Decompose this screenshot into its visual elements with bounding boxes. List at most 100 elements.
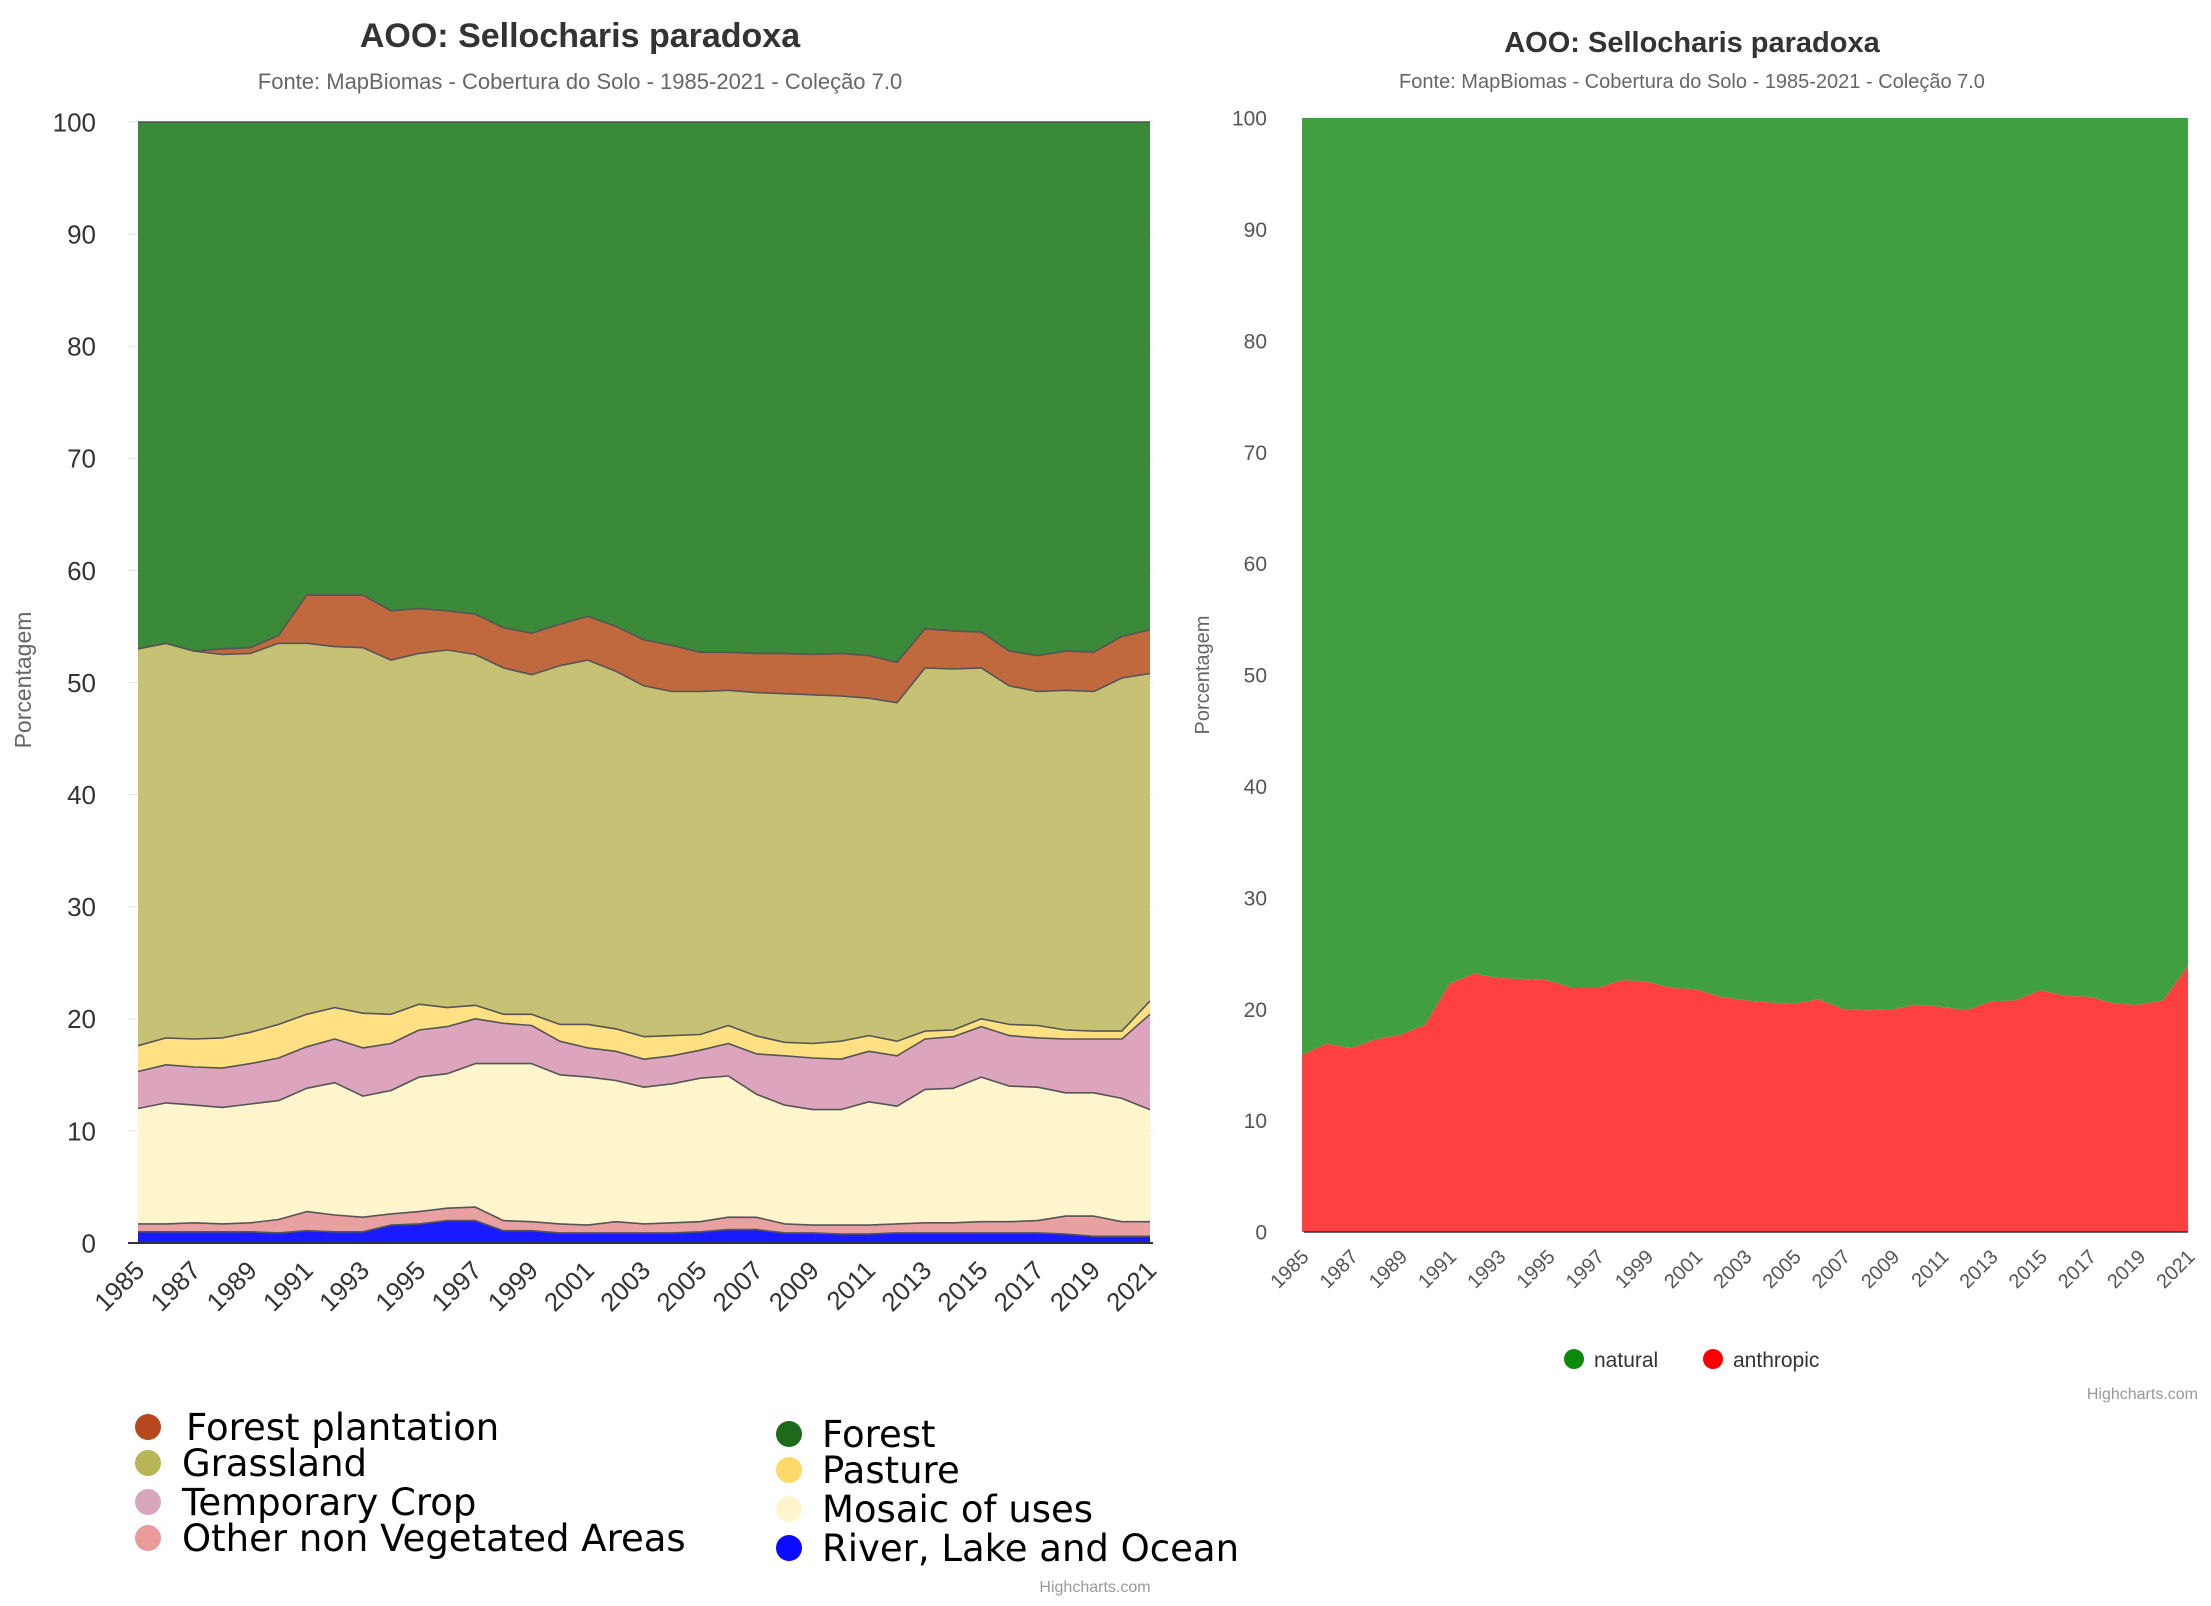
x-tick-label: 2015 bbox=[2005, 1246, 2052, 1293]
x-tick-label: 1999 bbox=[482, 1255, 544, 1317]
legend-marker bbox=[776, 1496, 802, 1522]
area-pasture[interactable] bbox=[138, 1000, 1150, 1072]
x-tick-label: 2015 bbox=[931, 1255, 993, 1317]
x-tick-label: 2019 bbox=[2103, 1246, 2150, 1293]
area-forest[interactable] bbox=[138, 122, 1150, 663]
line-forest-plantation bbox=[137, 594, 1151, 664]
chart-subtitle: Fonte: MapBiomas - Cobertura do Solo - 1… bbox=[1399, 71, 1985, 93]
line-temporary-crop bbox=[137, 1013, 1151, 1073]
y-tick-label: 10 bbox=[67, 1116, 96, 1146]
area-anthropic[interactable] bbox=[1302, 965, 2188, 1232]
legend-item-pasture[interactable]: Pasture bbox=[776, 1449, 960, 1492]
y-tick-label: 40 bbox=[1244, 776, 1267, 799]
x-tick-label: 1999 bbox=[1611, 1246, 1658, 1293]
y-tick-label: 60 bbox=[1244, 553, 1267, 576]
legend-label: anthropic bbox=[1733, 1349, 1819, 1372]
y-tick-label: 50 bbox=[1244, 665, 1267, 688]
x-tick-label: 1991 bbox=[257, 1255, 319, 1317]
y-tick-label: 80 bbox=[1244, 330, 1267, 353]
area-temporary-crop[interactable] bbox=[138, 1014, 1150, 1110]
legend-label: River, Lake and Ocean bbox=[822, 1527, 1239, 1570]
legend-marker bbox=[135, 1414, 161, 1440]
legend-item-anthropic[interactable]: anthropic bbox=[1703, 1349, 1819, 1372]
x-tick-label: 1997 bbox=[425, 1255, 487, 1317]
legend-marker bbox=[776, 1535, 802, 1561]
y-axis-label: Porcentagem bbox=[1192, 616, 1214, 735]
legend-marker bbox=[776, 1421, 802, 1447]
line-grassland bbox=[137, 642, 1151, 704]
legend-item-temporary-crop[interactable]: Temporary Crop bbox=[135, 1481, 476, 1524]
plot-area bbox=[138, 122, 1150, 1243]
y-tick-label: 50 bbox=[67, 668, 96, 698]
x-tick-label: 1985 bbox=[88, 1255, 150, 1317]
y-axis-ticks: 0 10 20 30 40 50 60 70 80 90 100 bbox=[53, 107, 96, 1258]
x-tick-label: 2007 bbox=[1808, 1246, 1855, 1293]
legend-item-other-non-vegetated[interactable]: Other non Vegetated Areas bbox=[135, 1517, 686, 1560]
area-grassland[interactable] bbox=[138, 643, 1150, 1046]
natural-anthropic-chart: AOO: Sellocharis paradoxa Fonte: MapBiom… bbox=[1192, 27, 2200, 1403]
legend-label: Pasture bbox=[822, 1449, 960, 1492]
y-tick-label: 70 bbox=[67, 444, 96, 474]
x-tick-label: 2017 bbox=[988, 1255, 1050, 1317]
x-tick-label: 2009 bbox=[1857, 1246, 1904, 1293]
legend-marker bbox=[1703, 1349, 1723, 1369]
x-tick-label: 2007 bbox=[707, 1255, 769, 1317]
x-tick-label: 1987 bbox=[144, 1255, 206, 1317]
x-tick-label: 2001 bbox=[538, 1255, 600, 1317]
y-tick-label: 20 bbox=[67, 1004, 96, 1034]
y-tick-label: 40 bbox=[67, 780, 96, 810]
legend: natural anthropic bbox=[1564, 1349, 1819, 1372]
legend-marker bbox=[135, 1450, 161, 1476]
x-tick-label: 2017 bbox=[2054, 1246, 2101, 1293]
legend-marker bbox=[1564, 1349, 1584, 1369]
x-tick-label: 2011 bbox=[1907, 1246, 1953, 1292]
x-tick-label: 1985 bbox=[1267, 1246, 1314, 1293]
legend-item-forest[interactable]: Forest bbox=[776, 1413, 936, 1456]
y-tick-label: 30 bbox=[1244, 887, 1267, 910]
x-tick-label: 1993 bbox=[313, 1255, 375, 1317]
plot-area bbox=[1302, 118, 2188, 1232]
legend-label: Grassland bbox=[182, 1442, 367, 1485]
credits-link[interactable]: Highcharts.com bbox=[1039, 1579, 1150, 1596]
x-tick-label: 2013 bbox=[875, 1255, 937, 1317]
y-axis-label: Porcentagem bbox=[10, 612, 36, 749]
legend-marker bbox=[776, 1457, 802, 1483]
legend-item-mosaic-of-uses[interactable]: Mosaic of uses bbox=[776, 1488, 1093, 1531]
area-river-lake-and-ocean[interactable] bbox=[138, 1220, 1150, 1243]
line-other-non-vegetated-areas bbox=[138, 1206, 1150, 1226]
legend-label: Mosaic of uses bbox=[822, 1488, 1093, 1531]
legend-item-river-lake-ocean[interactable]: River, Lake and Ocean bbox=[776, 1527, 1239, 1570]
line-mosaic-of-uses bbox=[137, 1062, 1151, 1111]
x-tick-label: 2003 bbox=[594, 1255, 656, 1317]
x-tick-label: 2005 bbox=[1759, 1246, 1806, 1293]
legend-label: Temporary Crop bbox=[181, 1481, 476, 1524]
area-mosaic-of-uses[interactable] bbox=[138, 1063, 1150, 1226]
x-tick-label: 2019 bbox=[1044, 1255, 1106, 1317]
y-tick-label: 60 bbox=[67, 556, 96, 586]
y-tick-label: 0 bbox=[82, 1228, 96, 1258]
x-tick-label: 1991 bbox=[1414, 1246, 1461, 1293]
x-tick-label: 1995 bbox=[1513, 1246, 1560, 1293]
area-forest-plantation[interactable] bbox=[138, 595, 1150, 703]
x-axis-ticks: 1985198719891991199319951997199920012003… bbox=[88, 1255, 1162, 1317]
y-tick-label: 20 bbox=[1244, 999, 1267, 1022]
x-tick-label: 2021 bbox=[1100, 1255, 1162, 1317]
land-cover-chart: AOO: Sellocharis paradoxa Fonte: MapBiom… bbox=[10, 17, 1239, 1596]
area-natural[interactable] bbox=[1302, 118, 2188, 1055]
x-tick-label: 1995 bbox=[369, 1255, 431, 1317]
legend-item-natural[interactable]: natural bbox=[1564, 1349, 1658, 1372]
x-tick-label: 1987 bbox=[1316, 1246, 1363, 1293]
x-tick-label: 1997 bbox=[1562, 1246, 1609, 1293]
y-tick-label: 80 bbox=[67, 332, 96, 362]
x-tick-label: 1993 bbox=[1463, 1246, 1510, 1293]
x-tick-label: 2003 bbox=[1710, 1246, 1757, 1293]
y-axis-ticks: 0 10 20 30 40 50 60 70 80 90 100 bbox=[1232, 108, 1267, 1245]
y-tick-label: 90 bbox=[67, 219, 96, 249]
legend-item-forest-plantation[interactable]: Forest plantation bbox=[135, 1406, 499, 1449]
legend: Forest plantation Grassland Temporary Cr… bbox=[135, 1406, 1239, 1570]
legend-item-grassland[interactable]: Grassland bbox=[135, 1442, 367, 1485]
legend-label: natural bbox=[1594, 1349, 1658, 1372]
credits-link[interactable]: Highcharts.com bbox=[2087, 1386, 2198, 1403]
